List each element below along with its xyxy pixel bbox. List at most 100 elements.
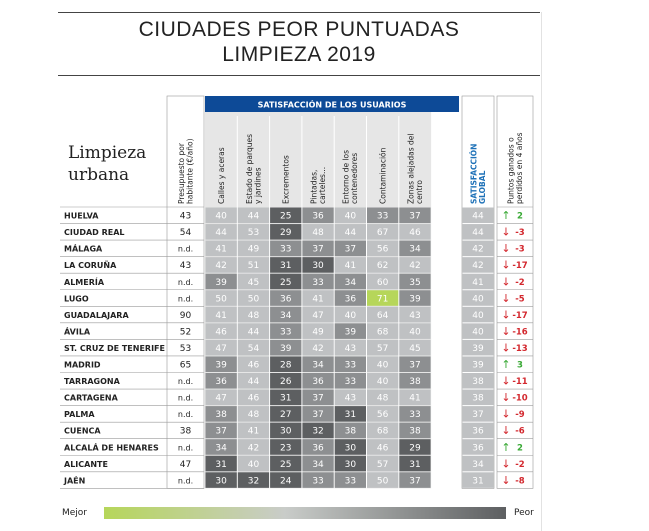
rating-cell xyxy=(270,257,302,273)
rating-cell xyxy=(270,356,302,372)
budget-value: 53 xyxy=(180,344,191,354)
rating-value: 30 xyxy=(312,261,324,271)
rating-value: 33 xyxy=(312,278,323,288)
global-cell xyxy=(462,323,494,339)
rating-cell xyxy=(302,224,334,240)
global-value: 44 xyxy=(472,212,484,222)
rating-cell xyxy=(302,339,334,356)
category-header-5-line: contenedores xyxy=(350,153,359,204)
global-header-line: GLOBAL xyxy=(478,170,487,204)
rating-value: 34 xyxy=(215,443,227,453)
rating-cell xyxy=(399,207,431,224)
arrow-up-icon: ↑ xyxy=(501,209,510,222)
rating-value: 31 xyxy=(280,261,291,271)
budget-value: 54 xyxy=(180,228,192,238)
rating-value: 23 xyxy=(280,443,291,453)
rating-cell xyxy=(367,224,399,240)
rating-cell xyxy=(334,406,366,422)
arrow-down-icon: ↓ xyxy=(501,226,510,239)
rating-cell xyxy=(302,207,334,224)
rating-value: 30 xyxy=(215,476,227,486)
rating-value: 36 xyxy=(280,294,292,304)
category-header-7-line: centro xyxy=(415,180,424,204)
rating-cell xyxy=(270,389,302,406)
change-value: -3 xyxy=(515,245,525,255)
rating-cell xyxy=(237,455,270,472)
rating-cell xyxy=(237,422,270,439)
rating-cell xyxy=(270,240,302,257)
rating-cell xyxy=(237,356,270,372)
rating-cell xyxy=(302,472,334,488)
rating-cell xyxy=(205,240,237,257)
rating-value: 38 xyxy=(215,410,227,420)
global-value: 42 xyxy=(472,245,483,255)
city-name: CARTAGENA xyxy=(64,394,119,403)
global-cell xyxy=(462,339,494,356)
arrow-down-icon: ↓ xyxy=(501,242,510,255)
rating-cell xyxy=(270,406,302,422)
rating-cell xyxy=(205,339,237,356)
rating-value: 46 xyxy=(248,394,260,404)
rating-value: 42 xyxy=(409,261,420,271)
rating-cell xyxy=(399,257,431,273)
city-name: PALMA xyxy=(64,410,95,419)
city-name: MÁLAGA xyxy=(64,243,103,254)
arrow-down-icon: ↓ xyxy=(501,292,510,305)
rating-value: 44 xyxy=(248,212,260,222)
rating-cell xyxy=(302,257,334,273)
rating-value: 43 xyxy=(345,394,356,404)
rating-value: 48 xyxy=(248,410,260,420)
rating-cell xyxy=(205,224,237,240)
arrow-down-icon: ↓ xyxy=(501,275,510,288)
rating-cell xyxy=(334,273,366,290)
rating-value: 36 xyxy=(345,294,357,304)
rating-cell xyxy=(302,373,334,389)
rating-value: 44 xyxy=(248,327,260,337)
city-name: JAÉN xyxy=(63,474,85,485)
rating-cell xyxy=(334,290,366,306)
city-name: ALCALÁ DE HENARES xyxy=(64,441,159,452)
rating-value: 41 xyxy=(215,245,226,255)
global-cell xyxy=(462,472,494,488)
rating-value: 33 xyxy=(280,327,291,337)
rating-value: 40 xyxy=(377,377,389,387)
city-name: HUELVA xyxy=(64,212,99,221)
category-header-7-line: Zonas alejadas del xyxy=(406,134,415,204)
arrow-down-icon: ↓ xyxy=(501,259,510,272)
rating-value: 31 xyxy=(345,410,356,420)
rating-value: 47 xyxy=(215,394,226,404)
rating-value: 40 xyxy=(345,311,357,321)
rating-cell xyxy=(237,240,270,257)
rating-value: 57 xyxy=(377,460,388,470)
global-cell xyxy=(462,373,494,389)
rating-cell xyxy=(367,306,399,323)
rating-cell xyxy=(334,373,366,389)
arrow-down-icon: ↓ xyxy=(501,408,510,421)
rating-cell xyxy=(237,290,270,306)
rating-cell xyxy=(302,455,334,472)
change-value: -2 xyxy=(515,278,525,288)
global-cell xyxy=(462,389,494,406)
budget-value: 43 xyxy=(180,261,191,271)
budget-value: n.d. xyxy=(178,443,193,452)
rating-value: 33 xyxy=(280,245,291,255)
rating-cell xyxy=(237,306,270,323)
rating-cell xyxy=(334,389,366,406)
city-name: LA CORUÑA xyxy=(64,260,117,270)
rating-value: 41 xyxy=(248,427,259,437)
rating-cell xyxy=(399,356,431,372)
category-header-2-line: y jardines xyxy=(253,167,262,204)
global-value: 44 xyxy=(472,228,484,238)
change-value: -2 xyxy=(515,460,525,470)
rating-cell xyxy=(302,273,334,290)
change-value: -16 xyxy=(512,327,527,337)
rating-value: 40 xyxy=(409,327,421,337)
city-name: ALMERÍA xyxy=(64,276,105,287)
budget-value: 43 xyxy=(180,212,191,222)
page-edge xyxy=(541,12,542,531)
rating-cell xyxy=(270,306,302,323)
rating-cell xyxy=(270,207,302,224)
rating-value: 37 xyxy=(312,410,323,420)
rating-value: 68 xyxy=(377,327,389,337)
